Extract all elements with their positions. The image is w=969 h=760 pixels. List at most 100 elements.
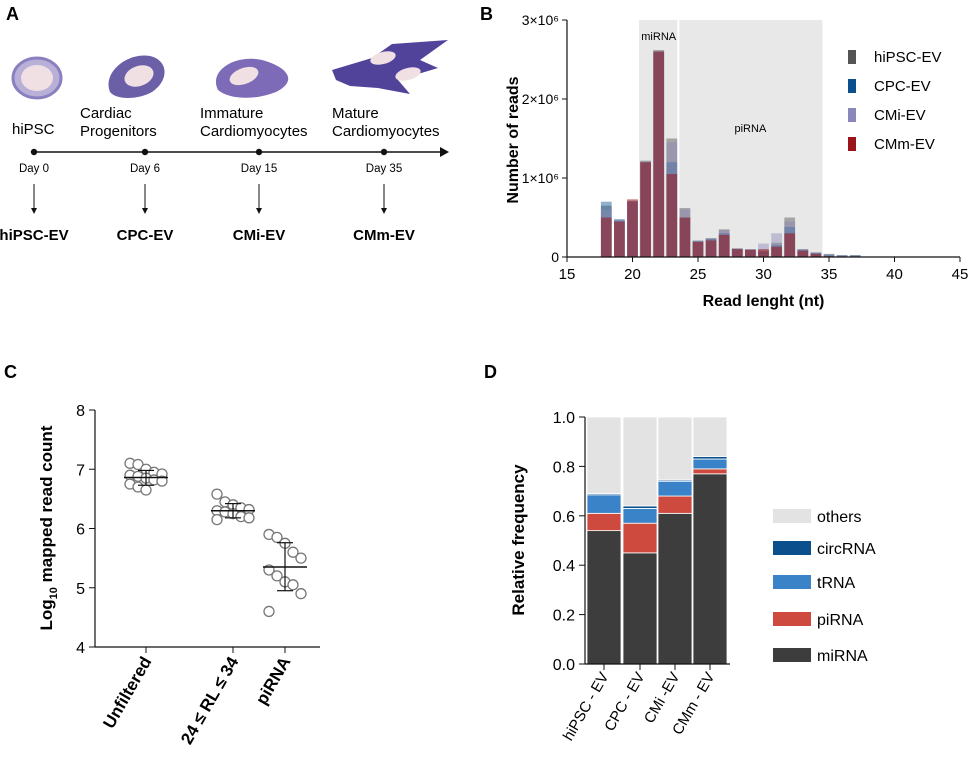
down-arrowhead-3 bbox=[381, 208, 387, 214]
data-point-1 bbox=[243, 512, 255, 524]
bar-cmm-ev-21 bbox=[640, 162, 651, 257]
bar-cmm-ev-29 bbox=[745, 249, 756, 257]
y-tick-label: 0.2 bbox=[553, 608, 575, 625]
region-label-pirna: piRNA bbox=[735, 123, 767, 135]
y-tick-label: 2×10⁶ bbox=[522, 91, 559, 107]
panel-label-c: C bbox=[4, 362, 17, 382]
legend-label-trna: tRNA bbox=[817, 575, 856, 592]
legend-label-others: others bbox=[817, 509, 861, 526]
bar-segment-others-2 bbox=[657, 416, 693, 481]
ev-label-0: hiPSC-EV bbox=[0, 227, 69, 244]
bar-cmm-ev-18 bbox=[600, 217, 612, 257]
x-tick-label: 45 bbox=[952, 266, 969, 283]
data-point-2 bbox=[287, 579, 299, 591]
bar-cmm-ev-32 bbox=[784, 233, 796, 257]
panel-label-a: A bbox=[6, 4, 19, 24]
y-tick-label: 3×10⁶ bbox=[522, 12, 559, 28]
region-pirna bbox=[678, 20, 823, 257]
legend-label-hipsc-ev: hiPSC-EV bbox=[874, 49, 942, 66]
bar-cmm-ev-30 bbox=[758, 249, 769, 257]
bar-cmi-ev-31 bbox=[771, 233, 782, 257]
timeline-dot-0 bbox=[30, 148, 38, 156]
bar-segment-pirna-3 bbox=[692, 468, 728, 475]
y-axis-title: Number of reads bbox=[505, 76, 522, 203]
bar-segment-others-1 bbox=[622, 416, 658, 507]
bar-segment-mirna-3 bbox=[692, 473, 728, 665]
x-tick-label: 30 bbox=[755, 266, 772, 283]
y-tick-label: 4 bbox=[76, 640, 85, 657]
legend-label-pirna: piRNA bbox=[817, 612, 864, 629]
bar-cpc-ev-36 bbox=[836, 255, 848, 257]
down-arrowhead-0 bbox=[31, 208, 37, 214]
bar-segment-others-3 bbox=[692, 416, 728, 457]
timeline-arrowhead bbox=[440, 147, 449, 157]
data-point-2 bbox=[271, 570, 283, 582]
x-category-label-2: piRNA bbox=[252, 654, 294, 708]
bar-hipsc-ev-37 bbox=[849, 255, 861, 257]
panel-a: A hiPSCCardiacProgenitorsImmatureCardiom… bbox=[0, 4, 449, 244]
stage-name-1: Progenitors bbox=[80, 123, 157, 140]
bar-segment-trna-1 bbox=[622, 507, 658, 524]
timeline-dot-3 bbox=[380, 148, 388, 156]
stage-name-3: Mature bbox=[332, 105, 379, 122]
bar-cmm-ev-28 bbox=[731, 249, 743, 257]
panel-label-b: B bbox=[480, 4, 493, 24]
bar-hipsc-ev-36 bbox=[836, 255, 848, 257]
y-tick-label: 0.8 bbox=[553, 459, 575, 476]
legend-swatch-mirna bbox=[773, 648, 811, 662]
legend-swatch-cmi-ev bbox=[848, 108, 856, 122]
legend-label-cmi-ev: CMi-EV bbox=[874, 107, 926, 124]
legend-swatch-cmm-ev bbox=[848, 137, 856, 151]
legend-label-circrna: circRNA bbox=[817, 541, 876, 558]
y-tick-label: 6 bbox=[76, 522, 85, 539]
day-label-3: Day 35 bbox=[366, 163, 402, 175]
data-point-2 bbox=[263, 605, 275, 618]
bar-cmm-ev-26 bbox=[705, 240, 717, 257]
stage-name-2: Cardiomyocytes bbox=[200, 123, 308, 140]
bar-segment-others-0 bbox=[586, 416, 622, 494]
bar-segment-trna-2 bbox=[657, 480, 693, 497]
x-tick-label: 35 bbox=[821, 266, 838, 283]
hipsc-cell-icon bbox=[11, 56, 63, 100]
day-label-1: Day 6 bbox=[130, 163, 160, 175]
bar-segment-mirna-1 bbox=[622, 552, 658, 665]
timeline-stages: Day 0 hiPSC-EV Day 6 CPC-EV Day 15 CMi-EV Day … bbox=[0, 148, 415, 244]
y-tick-label: 1×10⁶ bbox=[522, 170, 559, 186]
bar-segment-trna-3 bbox=[692, 458, 728, 470]
x-tick-label: 40 bbox=[886, 266, 903, 283]
stage-names: hiPSCCardiacProgenitorsImmatureCardiomyo… bbox=[12, 105, 440, 140]
x-tick-label: 25 bbox=[690, 266, 707, 283]
bar-cpc-ev-37 bbox=[849, 255, 861, 257]
x-category-label-0: Unfiltered bbox=[99, 654, 155, 732]
timeline-dot-1 bbox=[141, 148, 149, 156]
bar-segment-pirna-0 bbox=[586, 512, 622, 532]
x-tick-label: 20 bbox=[624, 266, 641, 283]
legend-swatch-pirna bbox=[773, 612, 811, 626]
panel-b: B miRNA piRNA 15 20 25 30 35 40 45 0 1×10⁶ 2×10⁶ 3×1… bbox=[480, 4, 968, 310]
legend-swatch-hipsc-ev bbox=[848, 50, 856, 64]
bar-cmm-ev-33 bbox=[797, 250, 809, 257]
bar-hipsc-ev-35 bbox=[823, 253, 835, 257]
bar-cmm-ev-19 bbox=[614, 221, 625, 257]
stage-name-1: Cardiac bbox=[80, 105, 132, 122]
bar-cmm-ev-27 bbox=[718, 234, 730, 257]
stage-name-3: Cardiomyocytes bbox=[332, 123, 440, 140]
bar-segment-mirna-2 bbox=[657, 512, 693, 665]
region-label-mirna: miRNA bbox=[641, 31, 676, 43]
mature-cardiomyocyte-icon bbox=[332, 40, 448, 94]
y-tick-label: 0.6 bbox=[553, 509, 575, 526]
bar-cmm-ev-23 bbox=[666, 174, 678, 257]
panel-label-d: D bbox=[484, 362, 497, 382]
x-axis-title: Read lenght (nt) bbox=[703, 293, 825, 310]
ev-label-3: CMm-EV bbox=[353, 227, 415, 244]
y-tick-label: 0.0 bbox=[553, 657, 575, 674]
immature-cardiomyocyte-icon bbox=[215, 58, 289, 98]
stage-name-2: Immature bbox=[200, 105, 263, 122]
bar-segment-pirna-1 bbox=[622, 522, 658, 554]
data-point-1 bbox=[211, 513, 223, 526]
y-tick-label: 8 bbox=[76, 403, 85, 420]
legend-label-cpc-ev: CPC-EV bbox=[874, 78, 931, 95]
